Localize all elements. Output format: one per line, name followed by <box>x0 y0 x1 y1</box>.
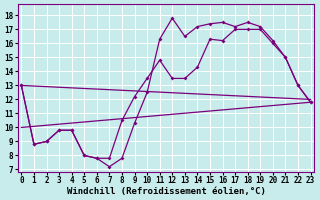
X-axis label: Windchill (Refroidissement éolien,°C): Windchill (Refroidissement éolien,°C) <box>67 187 265 196</box>
